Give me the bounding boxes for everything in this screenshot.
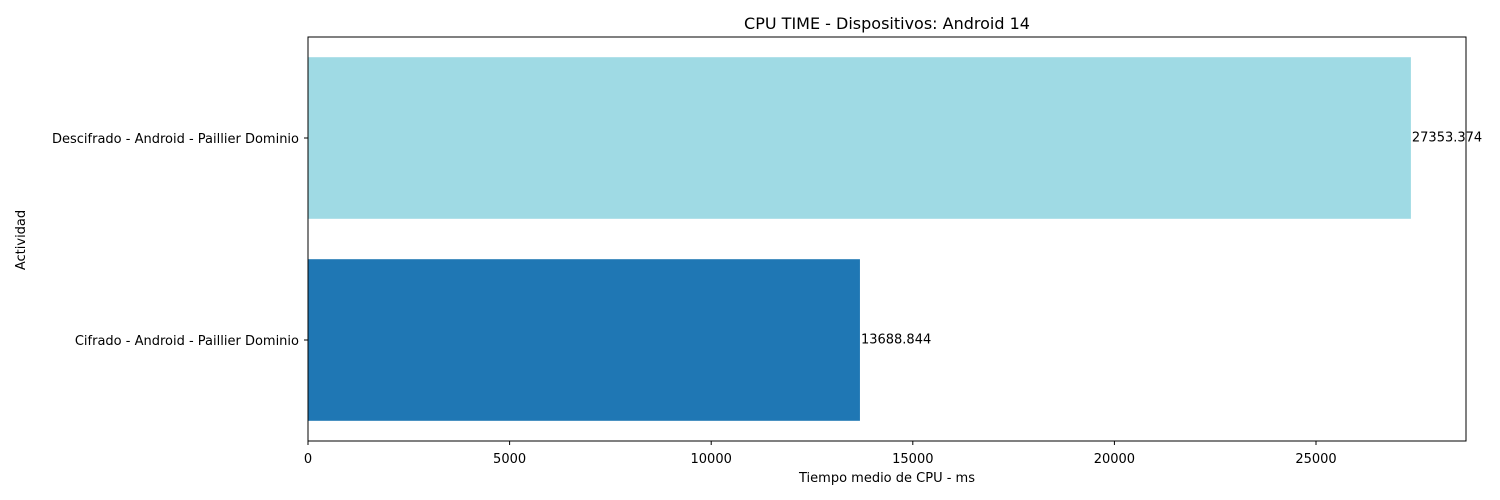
x-tick-label: 5000 <box>493 452 526 467</box>
value-labels-group: 13688.844 27353.374 <box>861 131 1482 348</box>
plot-frame <box>307 36 1467 442</box>
y-tick-label: Cifrado - Android - Paillier Dominio <box>75 334 299 349</box>
y-axis-label: Actividad <box>14 210 29 270</box>
x-tick-label: 10000 <box>691 452 732 467</box>
x-tick-label: 20000 <box>1094 452 1135 467</box>
x-tick-label: 25000 <box>1295 452 1336 467</box>
bar-value-label: 13688.844 <box>861 333 931 348</box>
bar <box>308 259 860 421</box>
chart-title: CPU TIME - Dispositivos: Android 14 <box>744 14 1030 33</box>
y-axis: Cifrado - Android - Paillier Dominio Desc… <box>52 132 308 349</box>
x-axis-label: Tiempo medio de CPU - ms <box>798 471 975 486</box>
bars-group <box>308 57 1411 421</box>
x-tick-label: 0 <box>304 452 312 467</box>
x-tick-label: 15000 <box>892 452 933 467</box>
bar <box>308 57 1411 219</box>
bar-value-label: 27353.374 <box>1412 131 1482 146</box>
x-axis: 0 5000 10000 15000 20000 25000 <box>304 441 1337 467</box>
y-tick-label: Descifrado - Android - Paillier Dominio <box>52 132 299 147</box>
